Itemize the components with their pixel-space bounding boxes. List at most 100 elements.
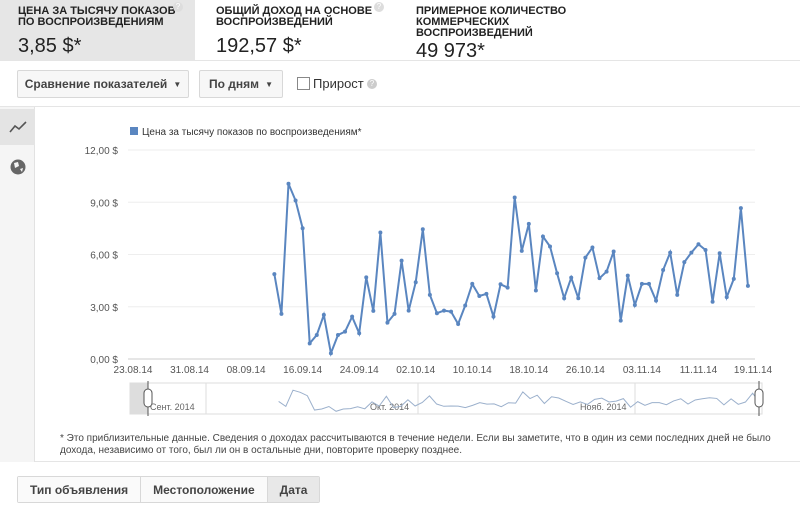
data-point: [583, 255, 588, 260]
data-point: [696, 242, 701, 247]
data-point: [300, 226, 305, 231]
data-point: [350, 314, 355, 319]
month-label: Окт. 2014: [370, 402, 409, 412]
tab-date[interactable]: Дата: [267, 477, 320, 502]
dimension-tabs: Тип объявления Местоположение Дата: [17, 476, 321, 503]
data-point: [526, 221, 531, 226]
period-label: По дням: [209, 77, 260, 91]
data-point: [413, 280, 418, 285]
data-point: [463, 303, 468, 308]
data-point: [717, 251, 722, 256]
data-point: [314, 332, 319, 337]
data-point: [604, 269, 609, 274]
x-tick-label: 16.09.14: [283, 365, 322, 376]
data-point: [533, 288, 538, 293]
x-tick-label: 18.10.14: [509, 365, 548, 376]
data-point: [456, 321, 461, 326]
data-point: [519, 248, 524, 253]
data-point: [385, 320, 390, 325]
data-point: [399, 258, 404, 263]
data-point: [745, 283, 750, 288]
data-point: [328, 351, 333, 356]
navigator-line: [278, 389, 761, 412]
metric-label: Общий доход на основе воспроизведений: [216, 5, 373, 28]
metric-label: Цена за тысячу показов по воспроизведени…: [18, 5, 176, 28]
data-point: [632, 303, 637, 308]
data-point: [442, 308, 446, 313]
range-handle[interactable]: [143, 388, 153, 408]
growth-checkbox[interactable]: [297, 77, 310, 90]
data-point: [540, 234, 545, 239]
data-point: [484, 291, 489, 296]
footnote: * Это приблизительные данные. Сведения о…: [60, 433, 771, 456]
y-tick-label: 6,00 $: [90, 251, 118, 262]
metric-value: 3,85 $*: [18, 35, 82, 57]
y-tick-label: 3,00 $: [90, 303, 118, 314]
data-point: [286, 181, 291, 186]
x-tick-label: 02.10.14: [396, 365, 435, 376]
help-icon[interactable]: ?: [173, 2, 183, 12]
range-handle[interactable]: [754, 388, 764, 408]
line-chart: 0,00 $ 3,00 $ 6,00 $ 9,00 $ 12,00 $ 23.08.14 3…: [85, 127, 773, 416]
y-tick-label: 0,00 $: [90, 355, 118, 366]
month-label: Сент. 2014: [150, 402, 195, 412]
caret-down-icon: ▼: [265, 79, 273, 89]
divider: [0, 60, 800, 61]
period-dropdown[interactable]: По дням ▼: [199, 70, 283, 98]
x-tick-label: 08.09.14: [227, 365, 266, 376]
data-point: [703, 247, 708, 252]
data-point: [512, 195, 517, 200]
data-point: [470, 281, 475, 286]
data-point: [738, 206, 743, 211]
data-point: [378, 230, 383, 235]
data-point: [505, 285, 510, 290]
line-chart-icon[interactable]: [0, 109, 35, 145]
data-point: [597, 276, 602, 281]
data-point: [491, 314, 496, 319]
data-point: [590, 245, 595, 250]
data-point: [654, 298, 659, 303]
data-point: [646, 281, 651, 286]
navigator-mask: [130, 383, 148, 414]
data-point: [321, 312, 326, 317]
legend-swatch: [130, 127, 138, 135]
metric-monetized-playbacks[interactable]: Примерное количество коммерческих воспро…: [398, 0, 800, 63]
data-point: [675, 292, 680, 297]
tab-ad-type[interactable]: Тип объявления: [18, 477, 142, 502]
metric-value: 192,57 $*: [216, 35, 302, 57]
globe-icon[interactable]: [0, 149, 35, 185]
data-point: [477, 293, 482, 298]
data-point: [555, 271, 560, 276]
metric-revenue[interactable]: Общий доход на основе воспроизведений 19…: [198, 0, 398, 60]
data-point: [434, 311, 439, 316]
data-point: [293, 198, 298, 203]
data-point: [335, 332, 340, 337]
help-icon[interactable]: ?: [367, 79, 377, 89]
metric-cpm[interactable]: Цена за тысячу показов по воспроизведени…: [0, 0, 195, 60]
data-point: [371, 308, 376, 313]
growth-label[interactable]: Прирост: [313, 76, 364, 91]
chart-type-sidebar: [0, 107, 35, 462]
x-tick-label: 03.11.14: [623, 365, 662, 376]
caret-down-icon: ▼: [173, 79, 182, 89]
data-point: [392, 311, 397, 316]
data-point: [279, 311, 284, 316]
metric-value: 49 973*: [416, 40, 485, 62]
data-point: [689, 250, 694, 255]
data-point: [364, 275, 369, 280]
x-tick-label: 31.08.14: [170, 365, 209, 376]
x-tick-label: 19.11.14: [734, 365, 773, 376]
data-point: [724, 295, 729, 300]
x-tick-label: 10.10.14: [453, 365, 492, 376]
data-point: [576, 296, 581, 301]
tab-location[interactable]: Местоположение: [141, 477, 268, 502]
data-point: [272, 272, 277, 277]
data-point: [668, 250, 673, 255]
data-point: [569, 275, 574, 280]
data-point: [661, 268, 666, 273]
data-point: [625, 273, 630, 278]
help-icon[interactable]: ?: [374, 2, 384, 12]
compare-metrics-dropdown[interactable]: Сравнение показателей ▼: [17, 70, 189, 98]
data-point: [357, 331, 362, 336]
data-point: [498, 282, 503, 287]
